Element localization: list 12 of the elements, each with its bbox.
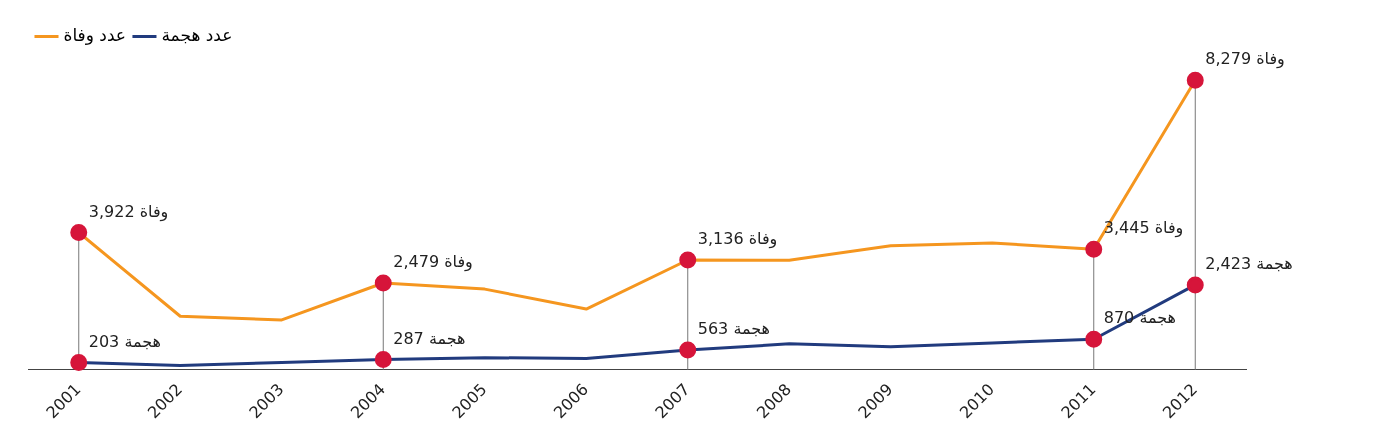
data-label: 2,423 هجمة bbox=[1205, 254, 1293, 274]
data-label: 563 هجمة bbox=[697, 319, 770, 339]
legend-label: عدد هجمة bbox=[161, 24, 233, 45]
data-label: 3,445 وفاة bbox=[1103, 218, 1184, 239]
data-label: 2,479 وفاة bbox=[393, 252, 473, 273]
data-label: 287 هجمة bbox=[393, 328, 466, 348]
legend-label: عدد وفاة bbox=[63, 24, 126, 45]
data-label: 3,922 وفاة bbox=[88, 201, 169, 222]
data-label: 203 هجمة bbox=[88, 331, 161, 351]
data-label: 8,279 وفاة bbox=[1205, 49, 1285, 70]
data-label: 3,136 وفاة bbox=[697, 229, 778, 250]
data-label: 870 هجمة bbox=[1103, 308, 1176, 328]
